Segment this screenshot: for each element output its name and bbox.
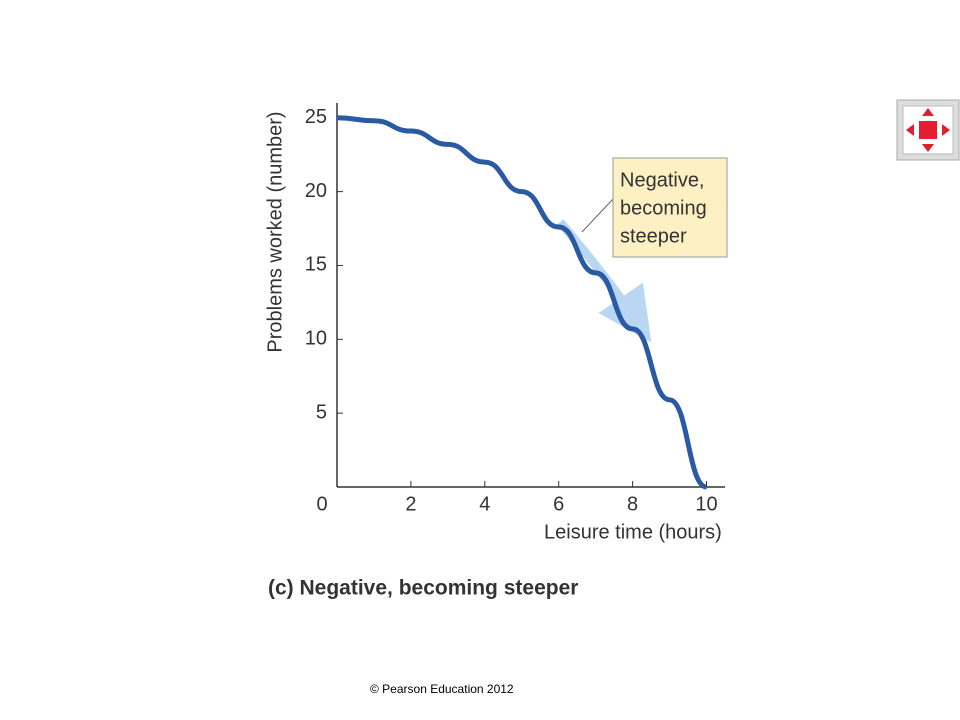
x-tick-label: 4 (479, 493, 490, 515)
annotation-line: steeper (620, 225, 687, 247)
x-tick-label: 0 (316, 493, 327, 515)
y-tick-label: 25 (305, 106, 327, 128)
x-tick-label: 10 (695, 493, 717, 515)
callout-line (581, 197, 615, 233)
copyright: © Pearson Education 2012 (370, 682, 514, 696)
curve (336, 115, 708, 490)
annotation-box (612, 157, 728, 258)
y-tick-label: 5 (316, 401, 327, 423)
x-axis-label: Leisure time (hours) (544, 521, 722, 543)
x-tick-label: 8 (627, 493, 638, 515)
x-tick-label: 2 (405, 493, 416, 515)
expand-icon[interactable] (896, 99, 960, 161)
y-tick-label: 15 (305, 254, 327, 276)
y-tick-label: 20 (305, 180, 327, 202)
chart-title: (c) Negative, becoming steeper (268, 577, 578, 600)
annotation-line: Negative, (620, 169, 705, 191)
y-tick-label: 10 (305, 328, 327, 350)
y-axis-label: Problems worked (number) (264, 111, 286, 352)
annotation-line: becoming (620, 197, 707, 219)
x-tick-label: 6 (553, 493, 564, 515)
